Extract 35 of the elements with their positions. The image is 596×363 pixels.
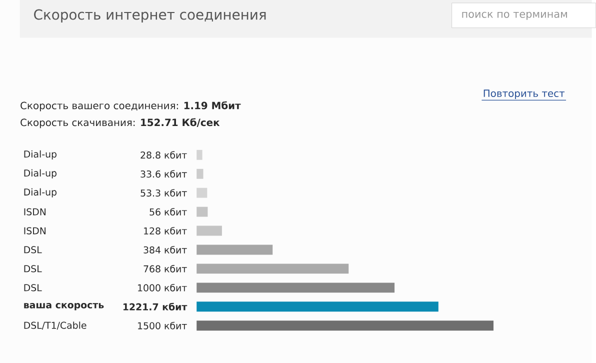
data-label: 56 кбит [150,208,187,216]
bar [196,168,204,179]
data-label: 33.6 кбит [140,170,187,178]
data-label: 768 кбит [144,264,187,272]
data-label: 1500 кбит [138,322,187,330]
text: Повторить тест [484,89,565,99]
data-label: 1000 кбит [138,284,187,292]
y-tick-label: DSL/T1/Cable [24,321,86,330]
y-tick-label: ISDN [24,208,46,216]
text: поиск по терминам [462,12,567,20]
y-tick-label: Dial-up [24,188,57,198]
y-tick-label: DSL [24,264,42,272]
data-label: 128 кбит [144,226,187,234]
y-tick-label: DSL [24,284,42,292]
y-tick-label: ваша скорость [24,302,104,310]
y-tick-label: DSL [24,246,42,254]
bar [196,206,208,217]
chart-title: Скорость интернет соединения [34,9,266,22]
bar [196,244,273,254]
bar [196,264,349,274]
data-label: 28.8 кбит [140,150,187,158]
text: Скорость вашего соединения: 1.19 Мбит [20,101,241,111]
data-label: 384 кбит [144,246,187,254]
bar [196,226,222,236]
bar [196,282,395,292]
bar [196,188,208,198]
bar [196,301,438,312]
data-label: 53.3 кбит [140,188,187,196]
bar [196,150,202,160]
y-tick-label: Dial-up [24,169,57,178]
text: Скорость скачивания: 152.71 Кб/сек [20,118,220,128]
data-label: 1221.7 кбит [123,302,188,310]
bar [196,320,494,330]
y-tick-label: Dial-up [24,150,57,160]
y-tick-label: ISDN [24,226,46,234]
